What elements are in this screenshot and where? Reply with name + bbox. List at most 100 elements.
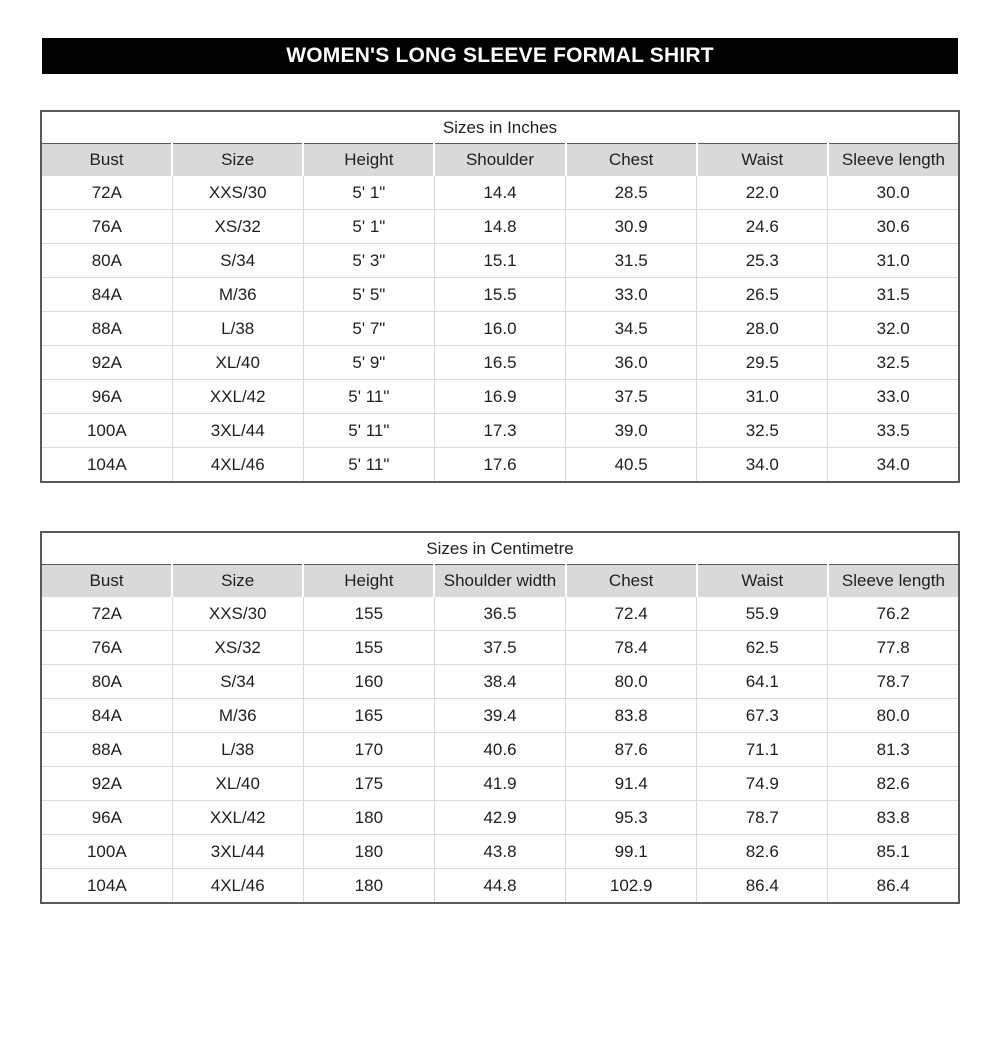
table-cell: 40.5 bbox=[565, 447, 698, 483]
table-cell: M/36 bbox=[171, 277, 304, 312]
table-cell: 92A bbox=[40, 345, 173, 380]
table-row: 100A 3XL/44 180 43.8 99.1 82.6 85.1 bbox=[40, 834, 960, 869]
table-cell: 82.6 bbox=[696, 834, 829, 869]
table-cell: 29.5 bbox=[696, 345, 829, 380]
table-cell: 82.6 bbox=[827, 766, 960, 801]
table-cell: 17.6 bbox=[433, 447, 567, 483]
table-cell: 5' 11" bbox=[302, 413, 435, 448]
table-cell: 5' 11" bbox=[302, 447, 435, 483]
table-cell: 34.5 bbox=[565, 311, 698, 346]
table-cell: XL/40 bbox=[171, 766, 304, 801]
table-cell: 5' 1" bbox=[302, 175, 435, 210]
table-cell: 36.0 bbox=[565, 345, 698, 380]
table-row: 96A XXL/42 180 42.9 95.3 78.7 83.8 bbox=[40, 800, 960, 835]
table-cell: 5' 9" bbox=[302, 345, 435, 380]
table-cell: 16.0 bbox=[433, 311, 567, 346]
table-cell: 32.5 bbox=[696, 413, 829, 448]
table-cell: 78.7 bbox=[696, 800, 829, 835]
table-row: 88A L/38 170 40.6 87.6 71.1 81.3 bbox=[40, 732, 960, 767]
table-cell: 100A bbox=[40, 834, 173, 869]
table-cell: S/34 bbox=[171, 664, 304, 699]
table-cell: 30.0 bbox=[827, 175, 960, 210]
table-cell: 30.6 bbox=[827, 209, 960, 244]
table-cell: 91.4 bbox=[565, 766, 698, 801]
table-cell: 88A bbox=[40, 732, 173, 767]
table-cell: 85.1 bbox=[827, 834, 960, 869]
table-cell: XXS/30 bbox=[171, 596, 304, 631]
table-cell: 22.0 bbox=[696, 175, 829, 210]
table-cell: 32.5 bbox=[827, 345, 960, 380]
column-header: Shoulder width bbox=[433, 564, 567, 597]
table-cell: 170 bbox=[302, 732, 435, 767]
table-row: 96A XXL/42 5' 11" 16.9 37.5 31.0 33.0 bbox=[40, 379, 960, 414]
column-header: Chest bbox=[564, 143, 698, 176]
column-header: Size bbox=[171, 564, 305, 597]
table-cell: 76.2 bbox=[827, 596, 960, 631]
table-cell: 160 bbox=[302, 664, 435, 699]
table-cell: 5' 3" bbox=[302, 243, 435, 278]
table-cell: 33.5 bbox=[827, 413, 960, 448]
table-cell: 76A bbox=[40, 630, 173, 665]
table-cell: 72A bbox=[40, 596, 173, 631]
table-cell: 83.8 bbox=[827, 800, 960, 835]
table-cell: 32.0 bbox=[827, 311, 960, 346]
table-cell: 92A bbox=[40, 766, 173, 801]
table-cell: 64.1 bbox=[696, 664, 829, 699]
table-cell: 31.5 bbox=[565, 243, 698, 278]
table-cell: 180 bbox=[302, 800, 435, 835]
table-row: 76A XS/32 5' 1" 14.8 30.9 24.6 30.6 bbox=[40, 209, 960, 244]
table-cell: 180 bbox=[302, 834, 435, 869]
sizes-in-centimetre-table: Sizes in Centimetre Bust Size Height Shoulde… bbox=[40, 531, 960, 904]
table-title-row: Sizes in Inches bbox=[41, 111, 959, 144]
column-header: Height bbox=[302, 143, 436, 176]
table-cell: 74.9 bbox=[696, 766, 829, 801]
table-row: 80A S/34 160 38.4 80.0 64.1 78.7 bbox=[40, 664, 960, 699]
table-cell: 31.0 bbox=[696, 379, 829, 414]
table-cell: 180 bbox=[302, 868, 435, 904]
table-cell: 76A bbox=[40, 209, 173, 244]
table-cell: 28.0 bbox=[696, 311, 829, 346]
table-row: 84A M/36 165 39.4 83.8 67.3 80.0 bbox=[40, 698, 960, 733]
table-cell: 3XL/44 bbox=[171, 834, 304, 869]
table-cell: 16.5 bbox=[433, 345, 567, 380]
table-row: 76A XS/32 155 37.5 78.4 62.5 77.8 bbox=[40, 630, 960, 665]
table-cell: 72A bbox=[40, 175, 173, 210]
table-cell: 39.4 bbox=[433, 698, 567, 733]
table-cell: 80.0 bbox=[827, 698, 960, 733]
table-cell: 28.5 bbox=[565, 175, 698, 210]
column-header: Sleeve length bbox=[826, 564, 959, 597]
table-cell: XXL/42 bbox=[171, 379, 304, 414]
table-cell: XXS/30 bbox=[171, 175, 304, 210]
product-title: WOMEN'S LONG SLEEVE FORMAL SHIRT bbox=[286, 44, 714, 67]
table-row: 88A L/38 5' 7" 16.0 34.5 28.0 32.0 bbox=[40, 311, 960, 346]
table-cell: 33.0 bbox=[565, 277, 698, 312]
table-cell: 14.4 bbox=[433, 175, 567, 210]
table-cell: 84A bbox=[40, 698, 173, 733]
column-header: Chest bbox=[564, 564, 698, 597]
table-cell: 31.0 bbox=[827, 243, 960, 278]
table-cell: 42.9 bbox=[433, 800, 567, 835]
table-cell: 16.9 bbox=[433, 379, 567, 414]
table-cell: 84A bbox=[40, 277, 173, 312]
table-cell: 5' 7" bbox=[302, 311, 435, 346]
table-row: 92A XL/40 5' 9" 16.5 36.0 29.5 32.5 bbox=[40, 345, 960, 380]
table-row: 100A 3XL/44 5' 11" 17.3 39.0 32.5 33.5 bbox=[40, 413, 960, 448]
table-cell: 4XL/46 bbox=[171, 868, 304, 904]
column-header: Bust bbox=[41, 143, 174, 176]
table-cell: 165 bbox=[302, 698, 435, 733]
table-cell: 44.8 bbox=[433, 868, 567, 904]
table-row: 84A M/36 5' 5" 15.5 33.0 26.5 31.5 bbox=[40, 277, 960, 312]
table-cell: 39.0 bbox=[565, 413, 698, 448]
table-cell: L/38 bbox=[171, 732, 304, 767]
table-cell: 104A bbox=[40, 868, 173, 904]
table-cell: 99.1 bbox=[565, 834, 698, 869]
table-row: 92A XL/40 175 41.9 91.4 74.9 82.6 bbox=[40, 766, 960, 801]
table-cell: 34.0 bbox=[827, 447, 960, 483]
table-cell: 24.6 bbox=[696, 209, 829, 244]
table-cell: 155 bbox=[302, 596, 435, 631]
table-title: Sizes in Centimetre bbox=[41, 532, 959, 565]
table-cell: XS/32 bbox=[171, 630, 304, 665]
column-header: Bust bbox=[41, 564, 174, 597]
table-cell: 83.8 bbox=[565, 698, 698, 733]
table-header-row: Bust Size Height Shoulder width Chest Waist Sl… bbox=[41, 564, 959, 597]
